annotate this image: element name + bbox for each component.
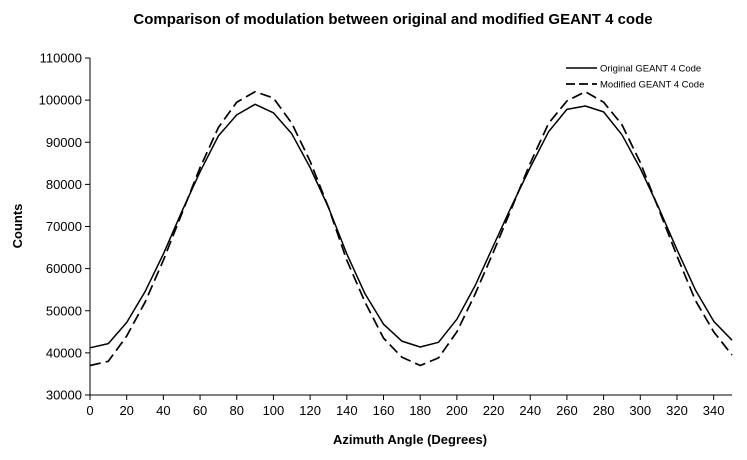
- axes: 30000 40000 50000 60000 70000 80000 90000 10000…: [39, 51, 732, 418]
- x-tick-label: 100: [263, 403, 285, 418]
- series-lines: [89, 90, 733, 367]
- y-tick-label: 50000: [46, 303, 82, 318]
- y-tick-label: 40000: [46, 345, 82, 360]
- x-tick-label: 160: [373, 403, 395, 418]
- x-tick-label: 60: [193, 403, 207, 418]
- series-line-original: [89, 103, 733, 349]
- x-tick-label: 80: [230, 403, 244, 418]
- x-tick-label: 180: [409, 403, 431, 418]
- y-tick-label: 80000: [46, 177, 82, 192]
- x-tick-label: 280: [593, 403, 615, 418]
- y-tick-label: 110000: [40, 51, 82, 66]
- legend-label: Modified GEANT 4 Code: [600, 80, 704, 91]
- y-tick-label: 30000: [46, 388, 82, 403]
- y-tick-label: 90000: [46, 135, 82, 150]
- legend: Original GEANT 4 Code Modified GEANT 4 Co…: [566, 64, 704, 91]
- legend-label: Original GEANT 4 Code: [600, 64, 701, 75]
- y-tick-label: 60000: [46, 261, 82, 276]
- x-tick-label: 140: [336, 403, 358, 418]
- x-tick-label: 240: [519, 403, 541, 418]
- x-tick-label: 340: [703, 403, 725, 418]
- x-tick-label: 300: [629, 403, 651, 418]
- series-line-modified: [89, 90, 733, 367]
- x-tick-label: 40: [156, 403, 170, 418]
- y-tick-label: 100000: [39, 93, 82, 108]
- x-tick-label: 220: [483, 403, 505, 418]
- x-tick-label: 0: [86, 403, 93, 418]
- y-tick-label: 70000: [46, 219, 82, 234]
- x-tick-label: 320: [666, 403, 688, 418]
- x-tick-label: 20: [119, 403, 133, 418]
- x-tick-label: 200: [446, 403, 468, 418]
- y-axis-title: Counts: [10, 204, 25, 249]
- x-axis-title: Azimuth Angle (Degrees): [333, 432, 487, 447]
- x-tick-label: 260: [556, 403, 578, 418]
- x-tick-label: 120: [299, 403, 321, 418]
- chart-title: Comparison of modulation between origina…: [133, 11, 652, 28]
